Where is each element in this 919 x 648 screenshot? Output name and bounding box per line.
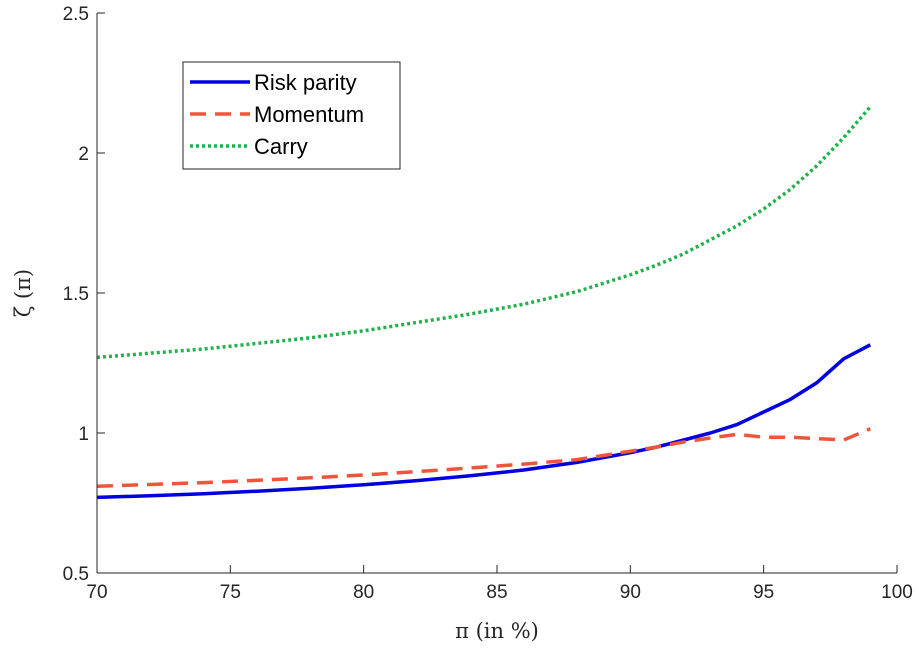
legend-label: Carry — [254, 134, 308, 159]
x-tick-label: 75 — [220, 582, 241, 603]
y-tick-label: 2.5 — [63, 4, 89, 25]
x-axis-label: π (in %) — [455, 619, 539, 643]
x-tick-label: 95 — [753, 582, 774, 603]
x-tick-label: 85 — [486, 582, 507, 603]
legend-label: Risk parity — [254, 70, 357, 95]
y-axis-label: ζ (π) — [11, 269, 35, 317]
x-tick-label: 90 — [620, 582, 641, 603]
x-tick-label: 100 — [881, 582, 913, 603]
y-tick-label: 2 — [78, 144, 89, 165]
series-layer — [96, 105, 872, 500]
y-tick-label: 1.5 — [63, 284, 89, 305]
x-tick-label: 80 — [353, 582, 374, 603]
y-tick-label: 1 — [78, 424, 89, 445]
y-tick-label: 0.5 — [63, 564, 89, 585]
x-ticks: 70 75 80 85 90 95 100 — [86, 565, 913, 603]
y-ticks: 0.5 1 1.5 2 2.5 — [63, 4, 105, 585]
series-line-momentum — [96, 427, 871, 488]
series-line-risk-parity — [96, 343, 872, 500]
series-line-carry — [96, 105, 872, 360]
x-tick-label: 70 — [86, 582, 107, 603]
legend-label: Momentum — [254, 102, 364, 127]
legend: Risk parity Momentum Carry — [182, 61, 401, 170]
